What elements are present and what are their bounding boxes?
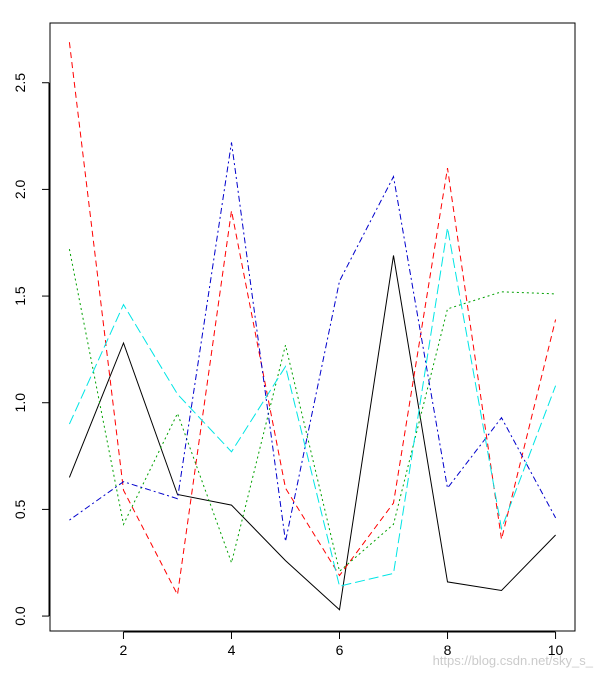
series-line-1 — [68, 255, 556, 611]
watermark-text: https://blog.csdn.net/sky_s_ — [432, 653, 593, 668]
series-line-5 — [68, 227, 557, 587]
y-tick-label: 0.0 — [12, 606, 28, 626]
plot-frame — [49, 22, 576, 632]
y-tick-label: 0.5 — [12, 499, 28, 519]
x-tick-label: 8 — [444, 642, 452, 658]
x-tick-label: 4 — [228, 642, 236, 658]
y-tick-label: 1.0 — [12, 393, 28, 413]
x-axis: 2 4 6 8 10 — [120, 631, 564, 658]
series-line-3 — [68, 249, 556, 573]
y-tick-label: 1.5 — [12, 286, 28, 306]
y-tick-label: 2.5 — [12, 73, 28, 93]
y-axis: 0.0 0.5 1.0 1.5 2.0 2.5 — [12, 73, 50, 626]
y-tick-label: 2.0 — [12, 179, 28, 199]
x-tick-label: 10 — [548, 642, 564, 658]
series-line-4 — [69, 142, 557, 542]
series-layer — [68, 42, 557, 611]
x-tick-label: 2 — [120, 642, 128, 658]
series-line-2 — [68, 42, 557, 597]
x-tick-label: 6 — [336, 642, 344, 658]
